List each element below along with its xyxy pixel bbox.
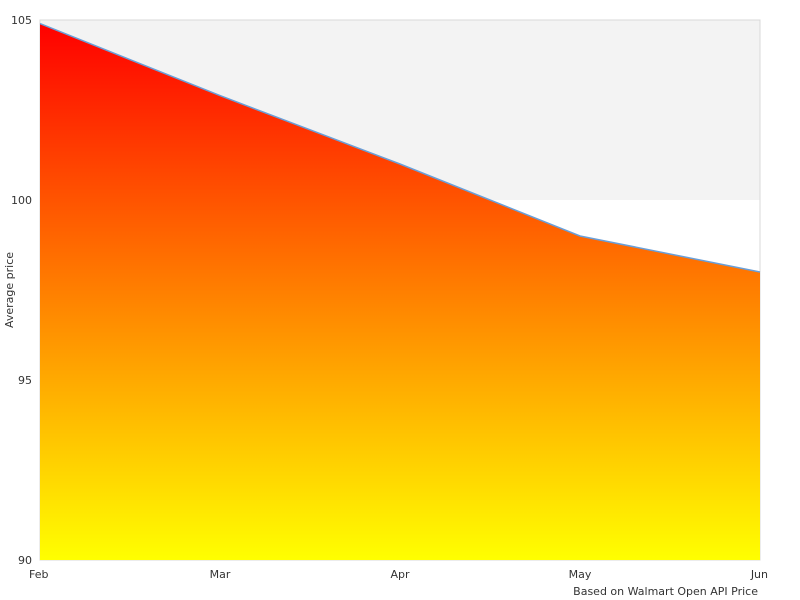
- series-area-layer: [37, 21, 763, 561]
- data-point[interactable]: [217, 93, 223, 99]
- series-area-fill: [40, 23, 760, 561]
- y-axis-title: Average price: [3, 252, 16, 328]
- y-axis: 90 95 100 105: [11, 14, 32, 567]
- x-tick-label: Apr: [390, 568, 410, 581]
- x-tick-label: Feb: [29, 568, 48, 581]
- y-tick-label: 90: [18, 554, 32, 567]
- y-tick-label: 105: [11, 14, 32, 27]
- y-tick-label: 95: [18, 374, 32, 387]
- y-tick-label: 100: [11, 194, 32, 207]
- data-point[interactable]: [37, 21, 43, 27]
- x-axis: Feb Mar Apr May Jun: [29, 568, 768, 581]
- series-line[interactable]: [39, 22, 761, 273]
- chart-credit[interactable]: Based on Walmart Open API Price: [573, 585, 758, 598]
- x-tick-label: Jun: [750, 568, 768, 581]
- data-point[interactable]: [577, 233, 583, 239]
- data-point[interactable]: [757, 269, 763, 275]
- x-tick-label: Mar: [210, 568, 231, 581]
- x-tick-label: May: [569, 568, 592, 581]
- data-point[interactable]: [397, 161, 403, 167]
